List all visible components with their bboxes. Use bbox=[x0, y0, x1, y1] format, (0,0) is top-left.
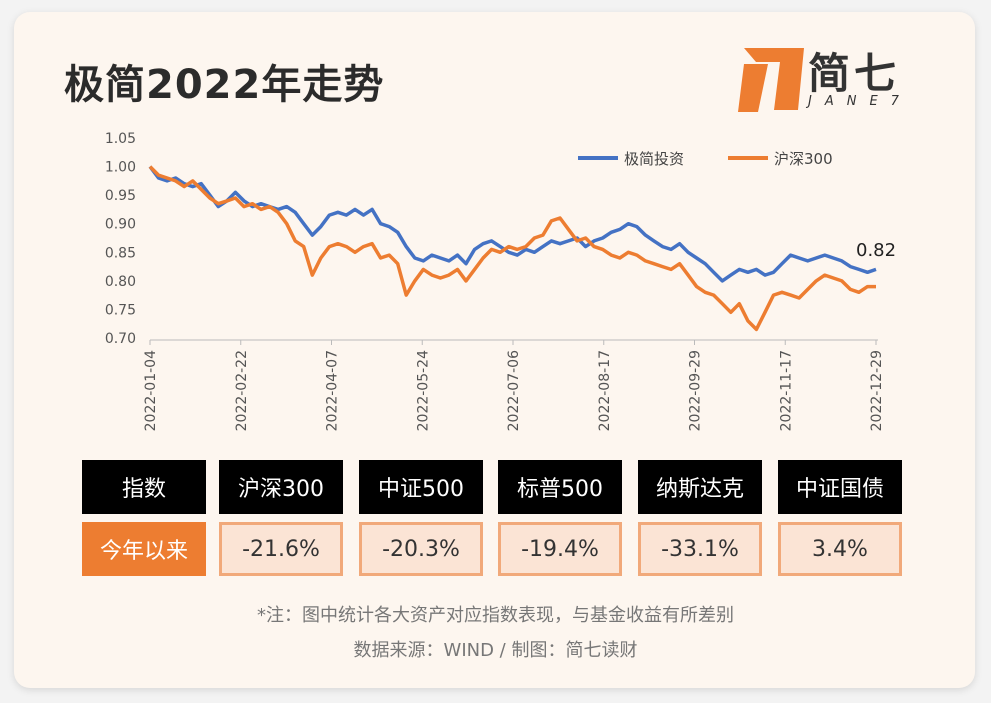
table-value-3: -33.1% bbox=[638, 522, 762, 576]
series-line-1 bbox=[148, 165, 876, 332]
table-header-3: 标普500 bbox=[498, 460, 622, 514]
table-header-5: 中证国债 bbox=[778, 460, 902, 514]
legend-label-0: 极简投资 bbox=[624, 150, 684, 168]
logo-mark-icon bbox=[738, 48, 804, 112]
x-tick-label: 2022-12-29 bbox=[869, 350, 885, 431]
y-tick-label: 1.00 bbox=[105, 160, 136, 176]
x-tick-label: 2022-04-07 bbox=[325, 350, 341, 431]
source-note: 数据来源：WIND / 制图：简七读财 bbox=[353, 640, 638, 661]
x-tick-label: 2022-11-17 bbox=[778, 350, 794, 431]
x-tick-label: 2022-01-04 bbox=[143, 350, 159, 431]
logo: 简七 JANE7 bbox=[738, 40, 938, 120]
legend-label-1: 沪深300 bbox=[774, 150, 833, 168]
y-tick-label: 0.80 bbox=[105, 274, 136, 290]
y-tick-label: 0.70 bbox=[105, 331, 136, 347]
legend: 极简投资 沪深300 bbox=[578, 150, 833, 168]
x-axis: 2022-01-04 2022-02-22 2022-04-07 2022-05-24… bbox=[143, 340, 885, 431]
y-axis: 1.05 1.00 0.95 0.90 0.85 0.80 0.75 0.70 bbox=[105, 131, 136, 347]
x-tick-label: 2022-07-06 bbox=[506, 350, 522, 431]
x-tick-label: 2022-08-17 bbox=[597, 350, 613, 431]
series-line-0 bbox=[148, 165, 877, 283]
logo-sub: JANE7 bbox=[808, 94, 912, 109]
table-value-2: -19.4% bbox=[498, 522, 622, 576]
logo-word: 简七 bbox=[808, 49, 901, 98]
table-value-0: -21.6% bbox=[219, 522, 343, 576]
table-value-4: 3.4% bbox=[778, 522, 902, 576]
x-tick-label: 2022-09-29 bbox=[688, 350, 704, 431]
table-value-1: -20.3% bbox=[359, 522, 483, 576]
y-tick-label: 1.05 bbox=[105, 131, 136, 147]
line-chart: 1.05 1.00 0.95 0.90 0.85 0.80 0.75 0.70 2022-01… bbox=[105, 131, 896, 431]
page-title: 极简2022年走势 bbox=[64, 62, 385, 108]
y-tick-label: 0.90 bbox=[105, 217, 136, 233]
y-tick-label: 0.95 bbox=[105, 188, 136, 204]
footnote: *注：图中统计各大资产对应指数表现，与基金收益有所差别 bbox=[257, 605, 734, 626]
end-value-label: 0.82 bbox=[856, 240, 896, 261]
table-header-4: 纳斯达克 bbox=[638, 460, 762, 514]
x-tick-label: 2022-02-22 bbox=[234, 350, 250, 431]
table-header-2: 中证500 bbox=[359, 460, 483, 514]
y-tick-label: 0.75 bbox=[105, 302, 136, 318]
y-tick-label: 0.85 bbox=[105, 245, 136, 261]
x-tick-label: 2022-05-24 bbox=[415, 350, 431, 431]
series-group bbox=[148, 165, 877, 332]
table-header-1: 沪深300 bbox=[219, 460, 343, 514]
table-header-0: 指数 bbox=[82, 460, 206, 514]
table-row-label: 今年以来 bbox=[82, 522, 206, 576]
